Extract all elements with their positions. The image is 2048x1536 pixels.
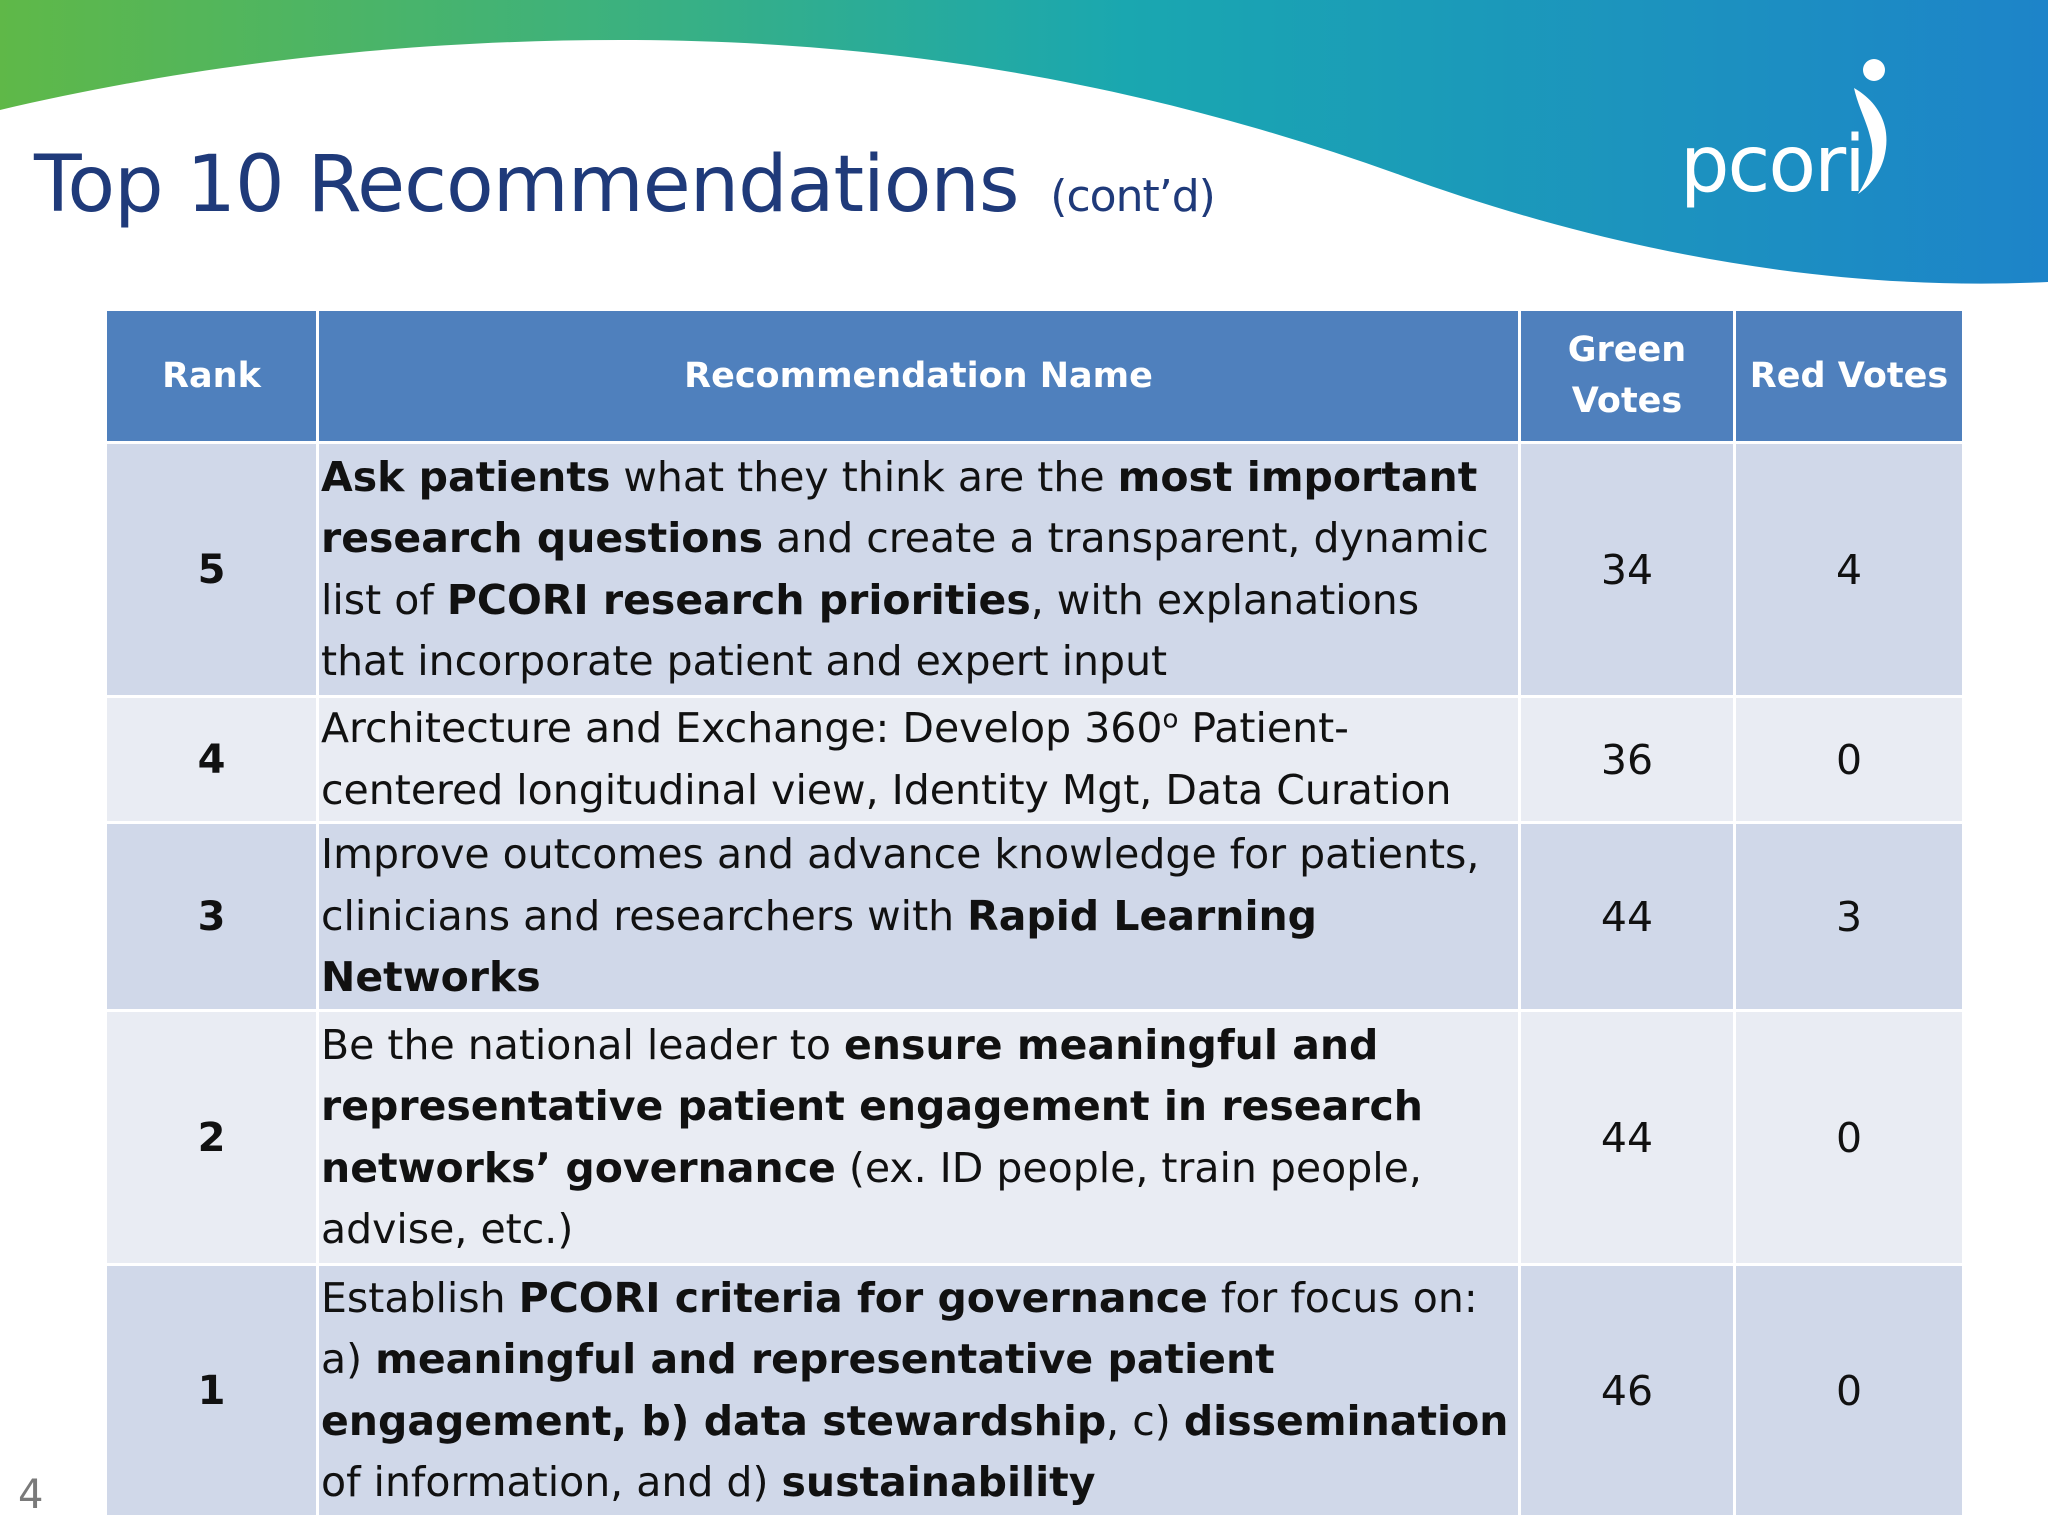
text-segment: for focus on: a) xyxy=(321,1273,1478,1384)
recommendation-cell: Be the national leader to ensure meaning… xyxy=(316,1009,1521,1266)
text-segment: what they think are the xyxy=(610,452,1118,501)
header-green-votes: Green Votes xyxy=(1518,308,1736,444)
table-header-row: Rank Recommendation Name Green Votes Red … xyxy=(104,308,1965,444)
red-votes-cell: 0 xyxy=(1733,1263,1965,1518)
bold-text-segment: Ask patients xyxy=(321,452,611,501)
header-banner xyxy=(0,0,2048,284)
table-row: 1 Establish PCORI criteria for governanc… xyxy=(104,1263,1965,1518)
recommendations-table: Rank Recommendation Name Green Votes Red … xyxy=(104,308,1965,1518)
bold-text-segment: most important research questions xyxy=(321,452,1478,563)
recommendation-cell: Architecture and Exchange: Develop 360o … xyxy=(316,695,1521,824)
bold-text-segment: sustainability xyxy=(781,1458,1096,1506)
recommendation-cell: Ask patients what they think are the mos… xyxy=(316,441,1521,698)
page-number: 4 xyxy=(18,1472,44,1518)
green-votes-cell: 46 xyxy=(1518,1263,1736,1518)
bold-text-segment: dissemination xyxy=(1183,1396,1509,1445)
table-row: 3 Improve outcomes and advance knowledge… xyxy=(104,821,1965,1012)
rank-cell: 5 xyxy=(104,441,319,698)
green-votes-cell: 36 xyxy=(1518,695,1736,824)
red-votes-cell: 3 xyxy=(1733,821,1965,1012)
text-segment: Improve outcomes and advance knowledge f… xyxy=(321,830,1480,940)
header-recommendation-name: Recommendation Name xyxy=(316,308,1521,444)
bold-text-segment: ensure meaningful and representative pat… xyxy=(321,1020,1423,1192)
rank-cell: 3 xyxy=(104,821,319,1012)
bold-text-segment: Rapid Learning Networks xyxy=(321,891,1318,1002)
text-segment: Establish xyxy=(321,1273,519,1322)
green-votes-cell: 34 xyxy=(1518,441,1736,698)
table-row: 4 Architecture and Exchange: Develop 360… xyxy=(104,695,1965,824)
rank-cell: 2 xyxy=(104,1009,319,1266)
slide-title: Top 10 Recommendations (cont’d) xyxy=(34,140,1216,230)
recommendation-cell: Improve outcomes and advance knowledge f… xyxy=(316,821,1521,1012)
text-segment: , c) xyxy=(1106,1396,1184,1445)
slide-title-main: Top 10 Recommendations xyxy=(34,140,1019,230)
text-segment: (ex. ID people, train people, advise, et… xyxy=(321,1143,1422,1254)
red-votes-cell: 4 xyxy=(1733,441,1965,698)
bold-text-segment: PCORI research priorities xyxy=(446,575,1031,624)
header-red-votes: Red Votes xyxy=(1733,308,1965,444)
bold-text-segment: PCORI criteria for governance xyxy=(518,1273,1208,1322)
text-segment: of information, and d) xyxy=(321,1458,782,1506)
rank-cell: 4 xyxy=(104,695,319,824)
recommendation-cell: Establish PCORI criteria for governance … xyxy=(316,1263,1521,1518)
red-votes-cell: 0 xyxy=(1733,1009,1965,1266)
header-green-votes-line1: Green xyxy=(1567,330,1687,371)
green-votes-cell: 44 xyxy=(1518,1009,1736,1266)
green-votes-cell: 44 xyxy=(1518,821,1736,1012)
text-segment: Architecture and Exchange: Develop 360 xyxy=(321,704,1163,752)
superscript-text: o xyxy=(1162,704,1179,735)
rank-cell: 1 xyxy=(104,1263,319,1518)
pcori-logo: pcori xyxy=(1680,48,1900,218)
logo-swirl-icon xyxy=(1854,59,1887,194)
bold-text-segment: meaningful and representative patient en… xyxy=(321,1335,1275,1445)
text-segment: and create a transparent, dynamic list o… xyxy=(321,514,1489,624)
text-segment: Be the national leader to xyxy=(321,1020,844,1069)
table-row: 5 Ask patients what they think are the m… xyxy=(104,441,1965,698)
text-segment: Patient-centered longitudinal view, Iden… xyxy=(321,704,1452,814)
logo-wordmark: pcori xyxy=(1680,120,1866,210)
text-segment: , with explanations that incorporate pat… xyxy=(321,575,1420,686)
header-green-votes-line2: Votes xyxy=(1571,381,1683,421)
slide-title-suffix: (cont’d) xyxy=(1050,171,1215,222)
table-row: 2 Be the national leader to ensure meani… xyxy=(104,1009,1965,1266)
header-rank: Rank xyxy=(104,308,319,444)
red-votes-cell: 0 xyxy=(1733,695,1965,824)
